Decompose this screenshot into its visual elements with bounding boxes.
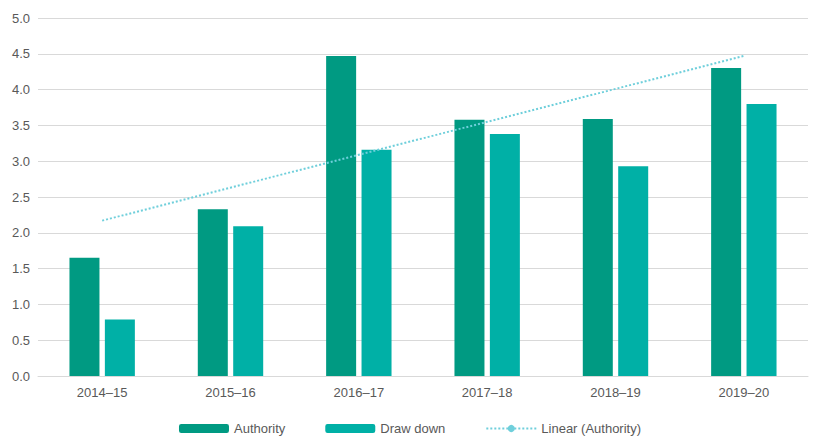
svg-text:1.5: 1.5 <box>12 261 30 276</box>
svg-text:2015–16: 2015–16 <box>205 385 256 400</box>
svg-text:4.0: 4.0 <box>12 82 30 97</box>
svg-text:2.0: 2.0 <box>12 225 30 240</box>
svg-text:2014–15: 2014–15 <box>77 385 128 400</box>
svg-text:Linear (Authority): Linear (Authority) <box>541 421 641 436</box>
svg-text:3.5: 3.5 <box>12 118 30 133</box>
svg-text:2018–19: 2018–19 <box>590 385 641 400</box>
svg-text:Authority: Authority <box>234 421 286 436</box>
svg-text:2019–20: 2019–20 <box>719 385 770 400</box>
svg-text:2.5: 2.5 <box>12 190 30 205</box>
svg-text:5.0: 5.0 <box>12 11 30 26</box>
svg-text:4.5: 4.5 <box>12 46 30 61</box>
svg-text:Draw down: Draw down <box>380 421 445 436</box>
svg-text:0.5: 0.5 <box>12 333 30 348</box>
svg-text:2016–17: 2016–17 <box>334 385 385 400</box>
svg-text:2017–18: 2017–18 <box>462 385 513 400</box>
svg-text:0.0: 0.0 <box>12 369 30 384</box>
svg-text:1.0: 1.0 <box>12 297 30 312</box>
svg-text:3.0: 3.0 <box>12 154 30 169</box>
